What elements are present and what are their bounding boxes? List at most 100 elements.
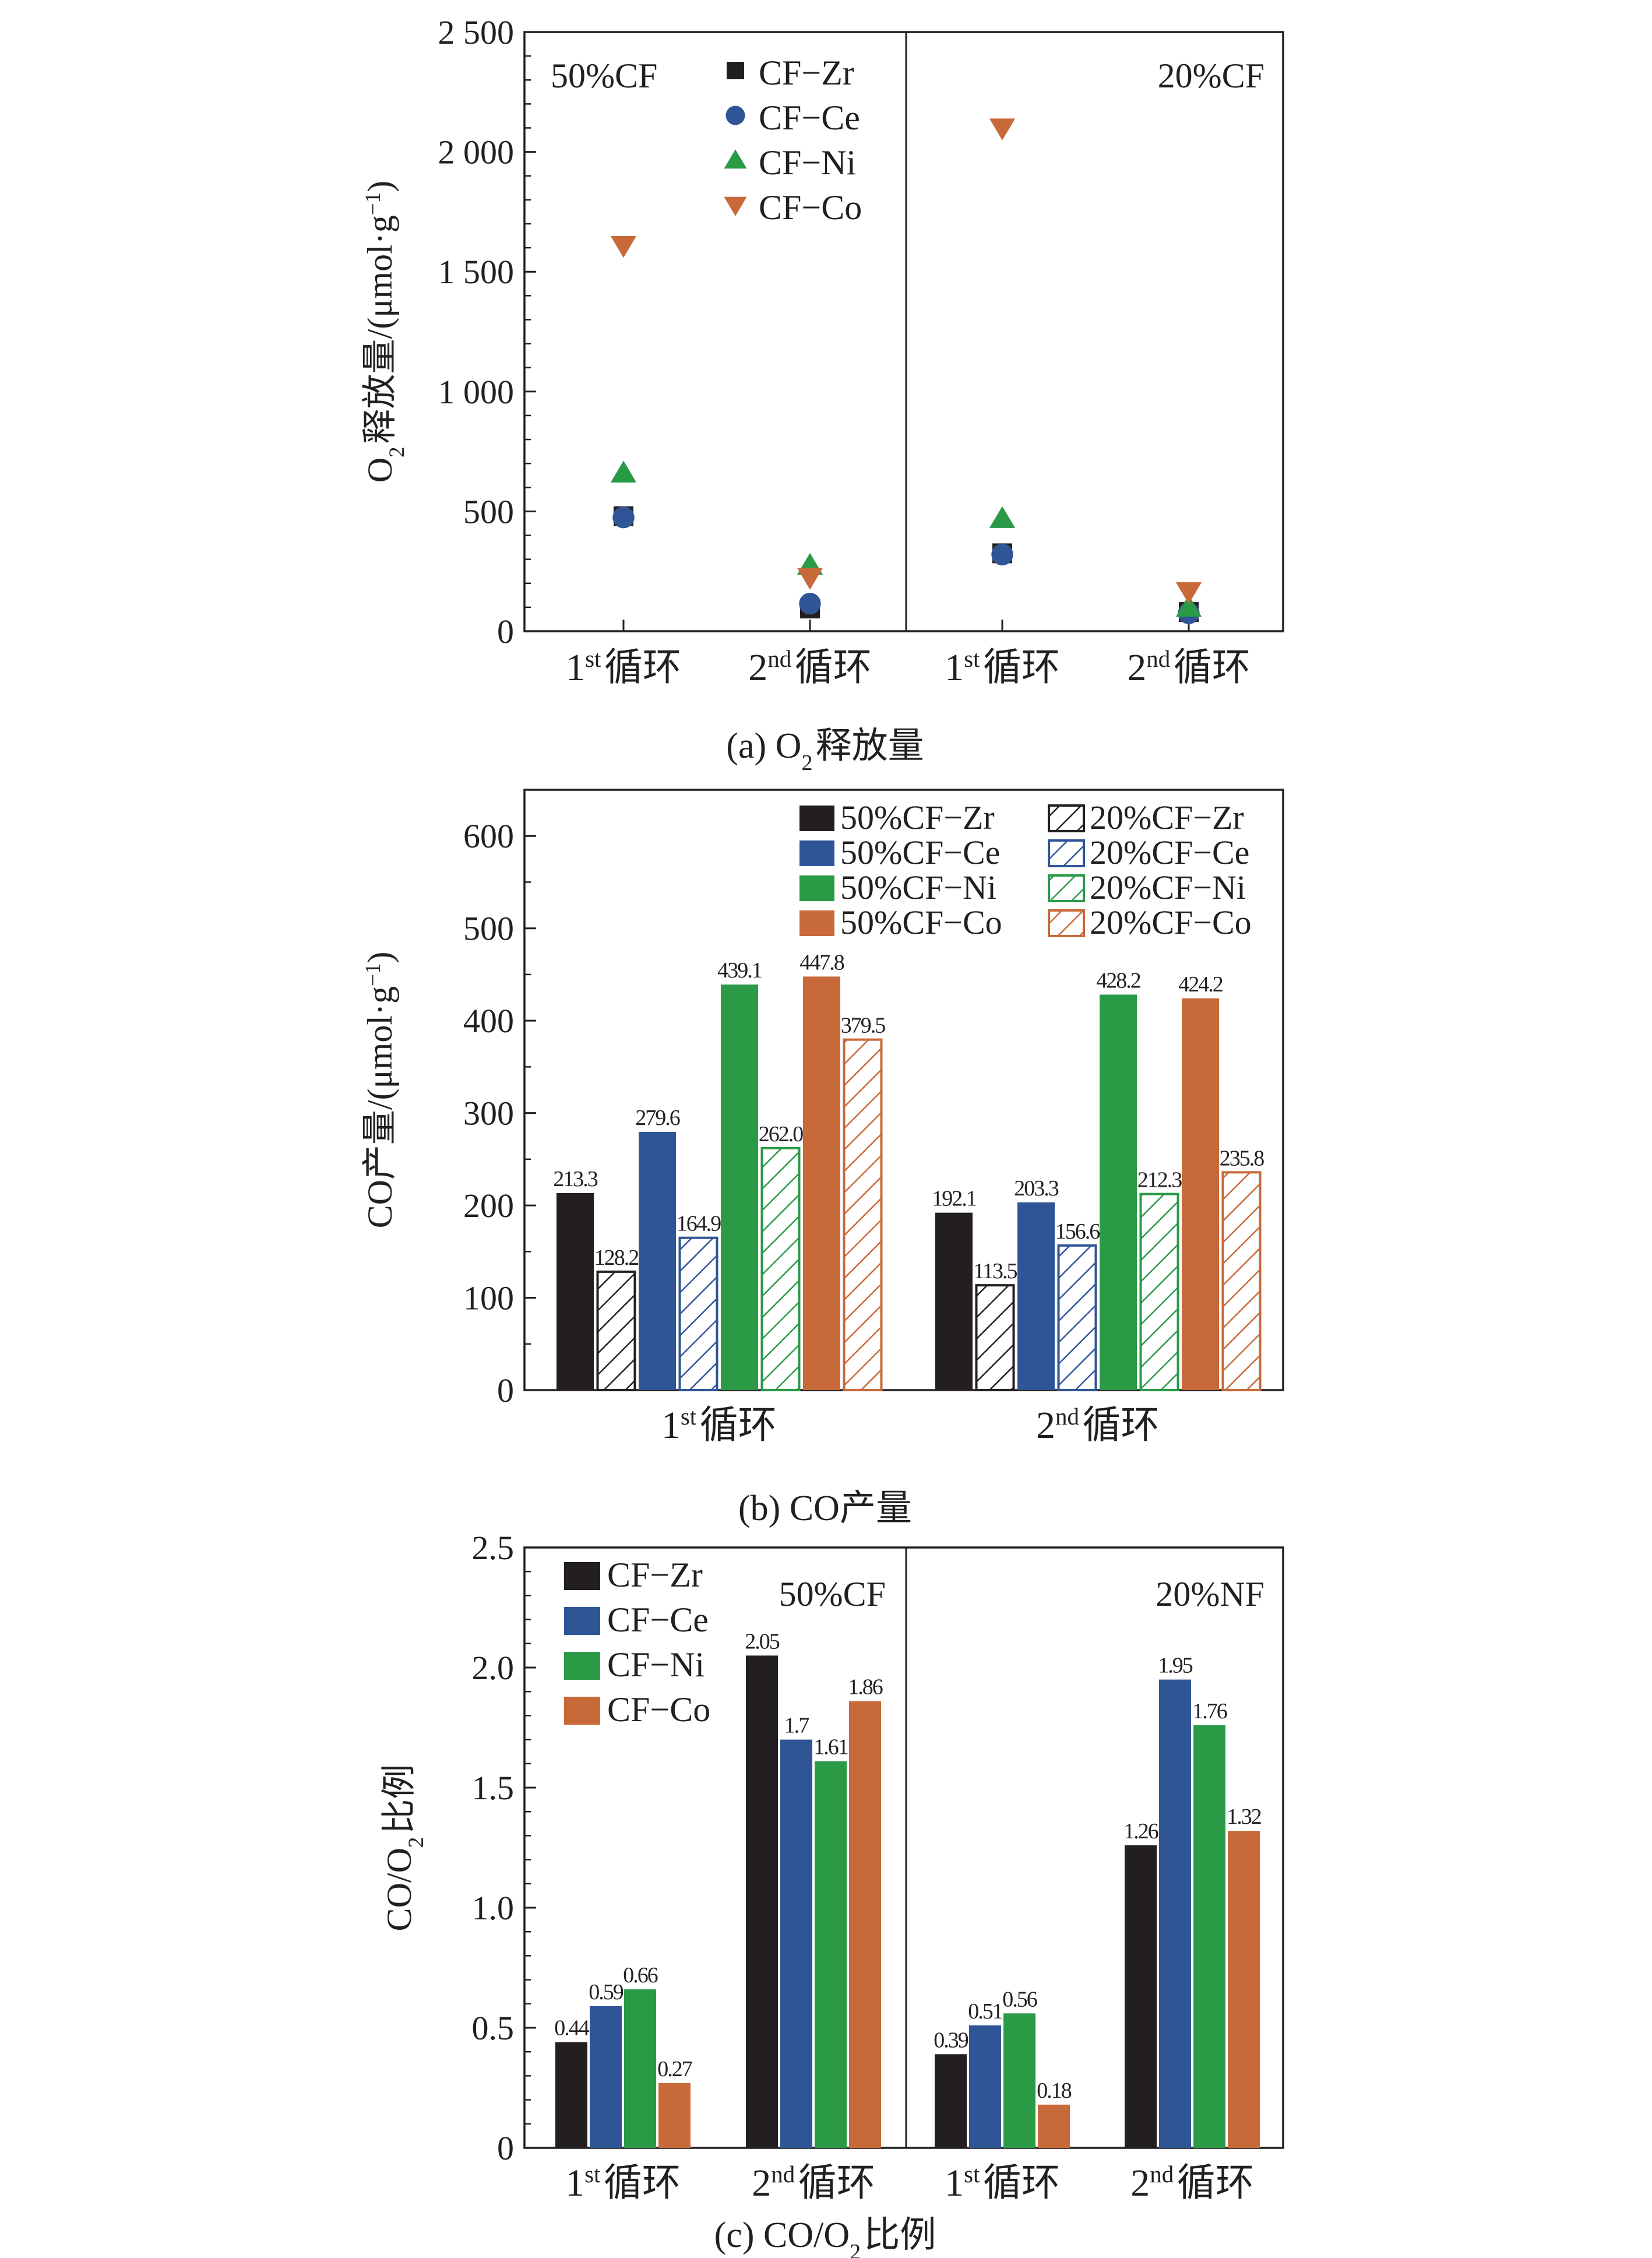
chart-o2-release: 0 500 1 000 1 500 2 000 2 500 O2 释放量/(μmol·g−1… xyxy=(361,13,1284,775)
legend-marker xyxy=(724,149,747,169)
data-label: 0.18 xyxy=(1037,2078,1072,2103)
bar xyxy=(624,1989,656,2148)
legend-swatch xyxy=(564,1562,600,1590)
chart-co-yield: 0 100 200 300 400 500 600 CO产量/(μmol·g−1) 1st 循环… xyxy=(361,789,1284,1528)
y-tick-label: 2.5 xyxy=(472,1529,515,1567)
legend-swatch xyxy=(1048,804,1085,832)
legend-label: 50%CF−Ni xyxy=(840,868,996,906)
data-label: 1.95 xyxy=(1158,1654,1193,1678)
data-point xyxy=(610,460,637,483)
y-tick-label: 0 xyxy=(497,1371,514,1409)
bar xyxy=(935,1212,973,1390)
x-tick-label: 2nd 循环 xyxy=(1130,2161,1254,2204)
bar xyxy=(1159,1679,1191,2148)
x-tick-label: 2nd 循环 xyxy=(752,2161,875,2204)
bar xyxy=(1017,1202,1055,1390)
data-label: 192.1 xyxy=(932,1187,976,1211)
bar xyxy=(556,1193,594,1390)
data-point xyxy=(797,568,823,590)
data-label: 0.39 xyxy=(934,2028,968,2052)
chart-co-o2-ratio: 0 0.5 1.0 1.5 2.0 2.5 CO/O2 比例 50%CF 1st 循环 2nd 循… xyxy=(380,1529,1284,2258)
legend-label: CF−Co xyxy=(759,188,862,227)
legend-label: CF−Zr xyxy=(759,54,854,92)
legend-label: CF−Ni xyxy=(759,143,856,182)
y-tick-label: 500 xyxy=(463,493,514,530)
bar xyxy=(721,984,758,1390)
data-label: 113.5 xyxy=(973,1259,1017,1283)
bar xyxy=(1221,1171,1262,1391)
bar xyxy=(843,1038,883,1391)
data-label: 379.5 xyxy=(841,1014,886,1038)
legend-swatch xyxy=(799,910,834,936)
legend-label: 20%CF−Ce xyxy=(1090,833,1249,871)
plot-frame xyxy=(523,1546,1284,2149)
panel-label: 20%CF xyxy=(1158,57,1264,95)
legend-swatch xyxy=(1048,909,1085,937)
data-label: 2.05 xyxy=(745,1629,780,1654)
y-tick-label: 1 000 xyxy=(438,373,515,411)
panel-label: 20%NF xyxy=(1156,1575,1264,1613)
x-tick-label: 1st 循环 xyxy=(566,645,681,689)
data-label: 428.2 xyxy=(1096,968,1140,993)
data-label: 279.6 xyxy=(635,1106,680,1130)
legend-label: CF−Zr xyxy=(607,1556,703,1594)
legend-swatch xyxy=(564,1697,600,1725)
x-tick-label: 1st 循环 xyxy=(945,2161,1060,2204)
y-tick-label: 100 xyxy=(463,1279,514,1317)
legend-swatch xyxy=(1048,874,1085,902)
bar xyxy=(780,1739,812,2148)
y-tick-label: 600 xyxy=(463,817,514,855)
x-tick-label: 1st 循环 xyxy=(565,2161,681,2204)
x-tick-label: 2nd 循环 xyxy=(1127,645,1251,689)
data-label: 0.66 xyxy=(623,1963,658,1988)
bar xyxy=(555,2042,587,2148)
legend-label: CF−Co xyxy=(607,1690,710,1729)
legend-swatch xyxy=(564,1652,600,1680)
data-label: 156.6 xyxy=(1055,1219,1100,1244)
y-tick-label: 300 xyxy=(463,1095,514,1132)
legend-label: 50%CF−Ce xyxy=(840,833,1000,871)
bar xyxy=(658,2083,691,2148)
data-point xyxy=(799,593,821,615)
data-label: 1.61 xyxy=(813,1735,848,1760)
y-axis-title: O2 释放量/(μmol·g−1) xyxy=(361,181,409,483)
y-tick-label: 1 500 xyxy=(438,253,515,291)
data-label: 0.59 xyxy=(589,1980,624,2004)
bar xyxy=(1100,994,1137,1390)
data-label: 0.44 xyxy=(554,2016,590,2041)
data-label: 235.8 xyxy=(1220,1146,1264,1170)
y-tick-label: 0 xyxy=(497,613,514,650)
legend-label: 20%CF−Zr xyxy=(1090,799,1244,836)
data-point xyxy=(1175,595,1202,617)
legend-marker xyxy=(724,196,747,216)
data-label: 1.7 xyxy=(784,1714,809,1738)
plot-frame xyxy=(523,31,1284,632)
legend-label: 50%CF−Zr xyxy=(840,799,995,836)
data-label: 213.3 xyxy=(553,1167,598,1191)
data-label: 262.0 xyxy=(759,1122,804,1146)
legend-label: 20%CF−Co xyxy=(1090,903,1252,941)
chart-caption: (b) CO产量 xyxy=(738,1489,912,1528)
data-point xyxy=(612,506,635,529)
y-tick-label: 500 xyxy=(463,910,514,948)
data-label: 1.32 xyxy=(1227,1805,1261,1829)
data-label: 447.8 xyxy=(799,950,844,975)
y-axis-title: CO产量/(μmol·g−1) xyxy=(361,952,399,1229)
panel-label: 50%CF xyxy=(779,1575,886,1613)
bar xyxy=(590,2006,622,2148)
legend-label: 20%CF−Ni xyxy=(1090,868,1246,906)
legend-label: 50%CF−Co xyxy=(840,903,1002,941)
x-tick-label: 2nd 循环 xyxy=(748,645,872,689)
x-tick-label: 2nd 循环 xyxy=(1036,1403,1160,1447)
data-label: 0.56 xyxy=(1002,1987,1037,2011)
data-label: 212.3 xyxy=(1137,1168,1182,1193)
data-label: 424.2 xyxy=(1178,972,1223,997)
chart-caption: (c) CO/O2 比例 xyxy=(714,2215,936,2258)
bar xyxy=(1228,1831,1260,2148)
data-label: 1.26 xyxy=(1123,1819,1158,1844)
bar xyxy=(975,1284,1015,1392)
legend-swatch xyxy=(799,806,834,831)
data-label: 164.9 xyxy=(677,1212,721,1236)
bar xyxy=(969,2025,1001,2148)
